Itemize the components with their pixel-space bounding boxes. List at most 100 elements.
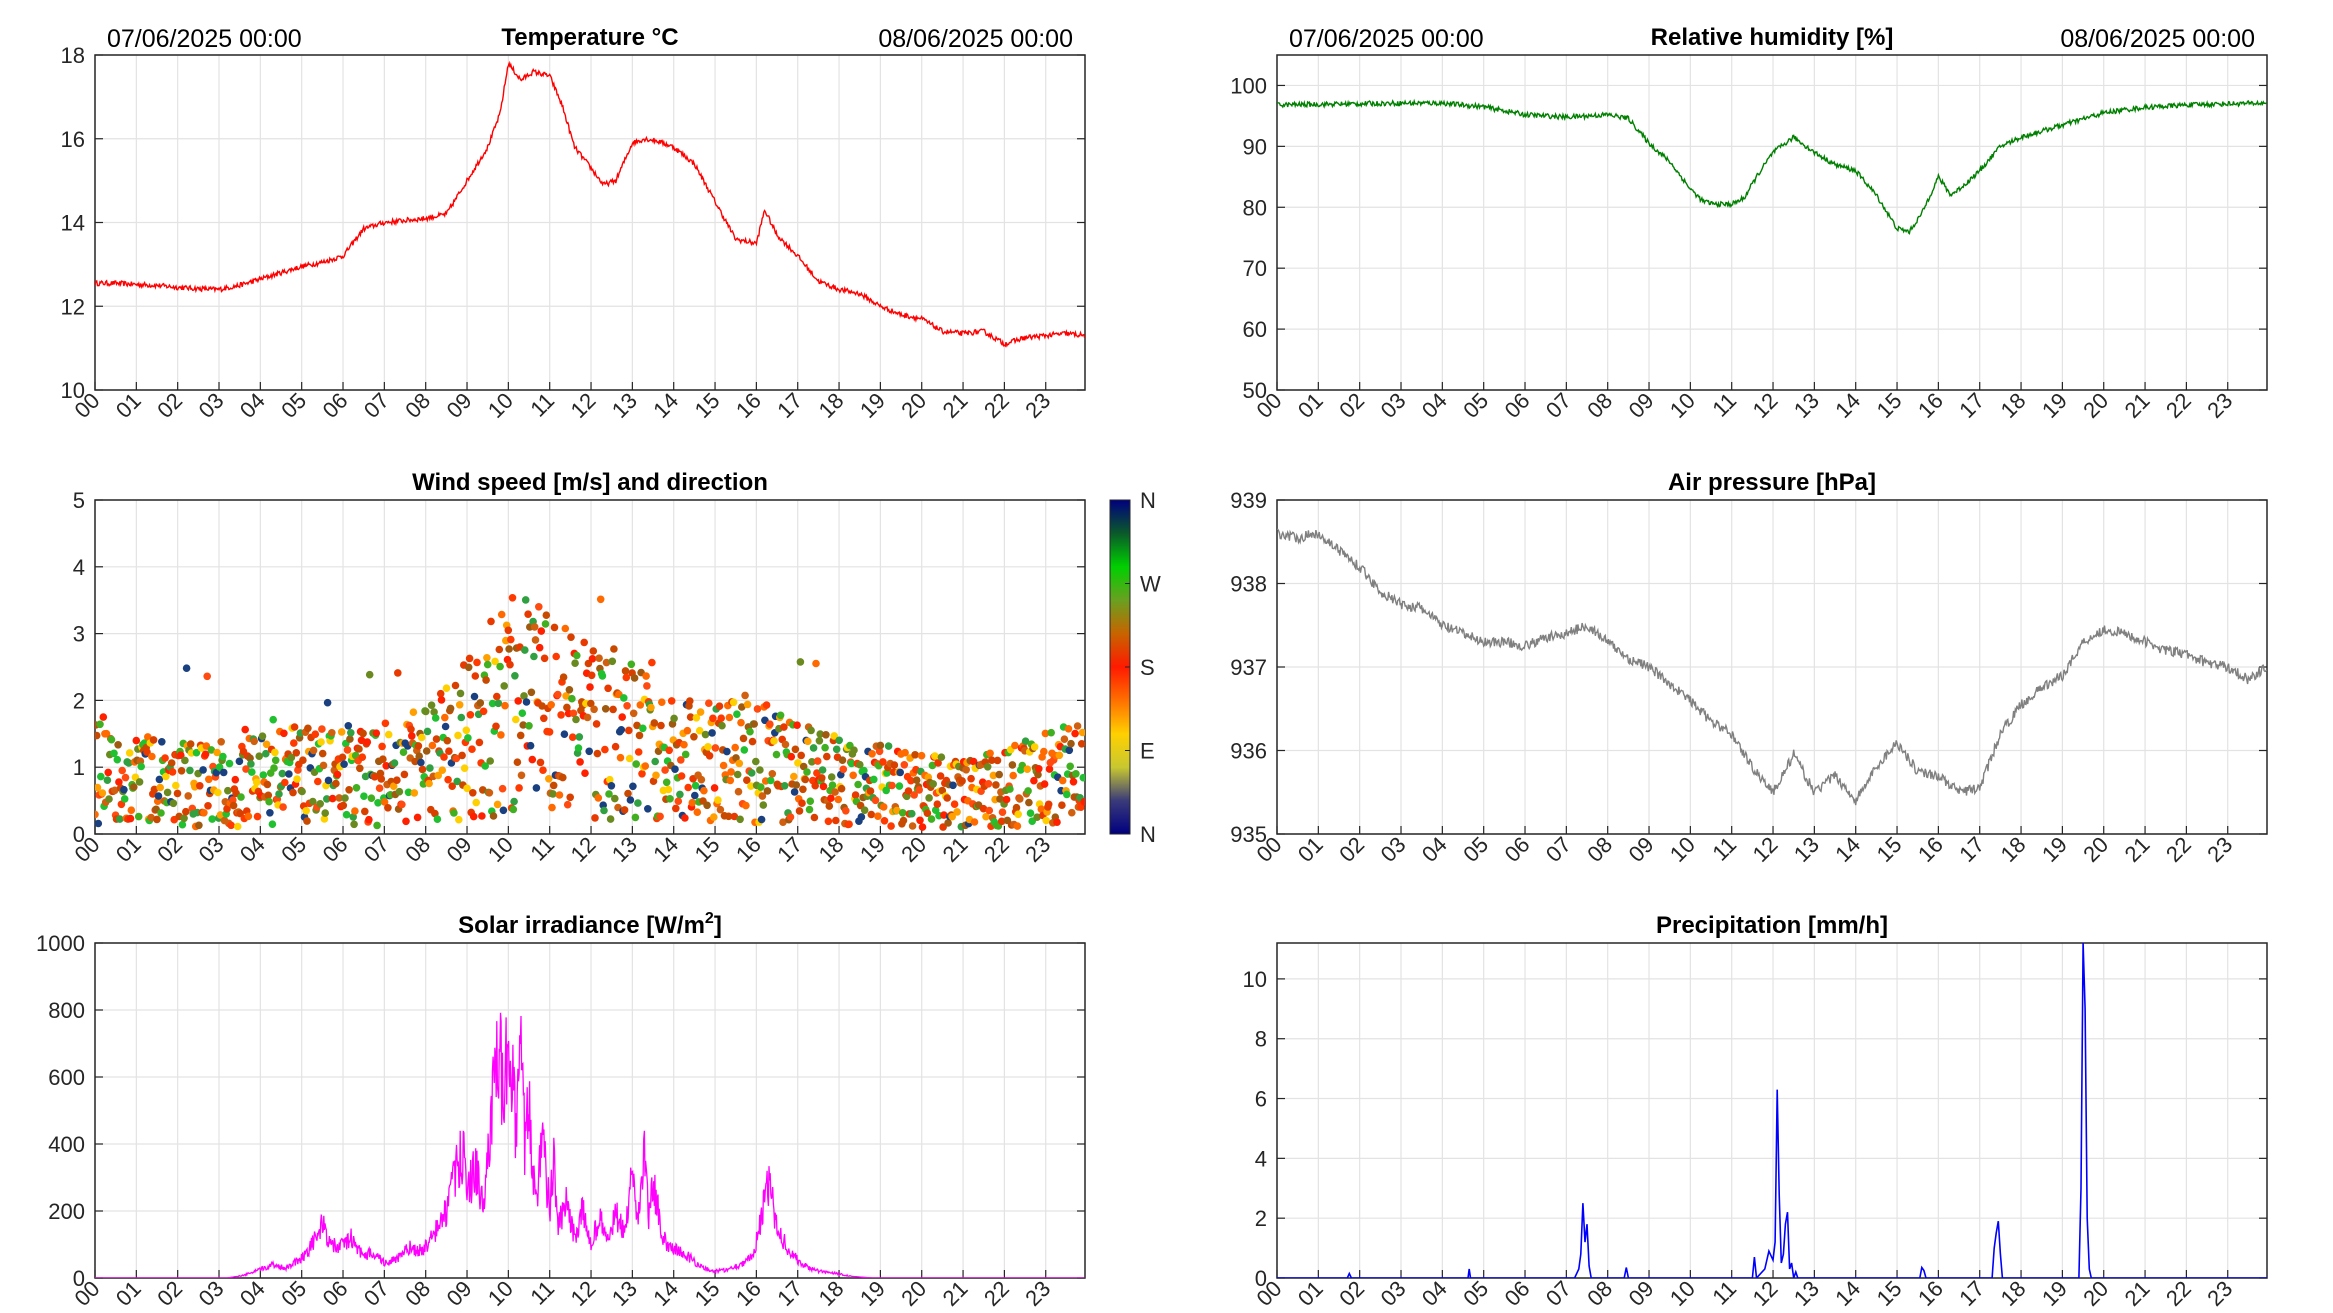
wind-point [513,758,522,766]
wind-point [1058,801,1066,809]
wind-point [995,770,1003,779]
pressure-ytick-label: 935 [1230,822,1267,847]
wind-point [588,655,597,663]
wind-point [610,645,618,653]
wind-point [425,779,433,788]
wind-point [644,805,652,813]
wind-point [395,787,404,796]
wind-point [157,809,165,817]
wind-point [453,777,462,786]
wind-point [664,785,673,794]
pressure-xtick-label: 10 [1665,832,1700,867]
wind-point [1065,746,1074,755]
precipitation-title: Precipitation [mm/h] [1656,912,1888,939]
wind-point [504,626,513,635]
wind-point [521,646,529,654]
wind-point [787,752,796,761]
precipitation-ytick-label: 10 [1243,967,1267,992]
temperature-xtick-label: 18 [814,388,849,423]
wind-point [342,810,351,819]
wind-point [394,669,402,677]
wind-point [323,698,332,707]
wind-point [137,762,145,771]
wind-point [625,726,633,735]
wind-point [651,757,659,766]
wind-point [634,799,642,807]
wind-point [949,781,957,790]
wind-point [695,726,704,735]
wind-point [715,702,724,710]
wind-xtick-label: 03 [194,832,229,867]
wind-point [708,729,716,737]
wind-point [576,758,584,766]
wind-point [241,725,249,734]
temperature-series-line [95,60,1085,348]
wind-point [173,789,182,798]
wind-point [710,784,719,792]
wind-xtick-label: 05 [276,832,311,867]
wind-point [227,821,235,830]
wind-point [215,763,224,771]
wind-point [432,735,441,743]
wind-point [422,707,430,716]
wind-point [426,764,434,772]
wind-point [948,812,956,821]
wind-point [255,752,263,760]
temperature-ytick-label: 16 [61,127,85,152]
wind-point [349,813,358,821]
precipitation-xtick-label: 10 [1665,1276,1700,1311]
wind-point [1073,722,1082,730]
wind-point [969,757,978,766]
wind-point [506,660,514,669]
wind-point [812,659,820,668]
wind-point [487,617,495,626]
wind-point [768,770,777,778]
solar-xtick-label: 06 [318,1276,353,1311]
wind-point [830,732,838,740]
wind-point [813,769,821,777]
wind-point [493,800,502,809]
wind-point [434,771,443,780]
precipitation-xtick-label: 11 [1707,1276,1741,1310]
wind-title: Wind speed [m/s] and direction [412,469,768,496]
solar-xtick-label: 02 [152,1276,187,1311]
wind-point [252,778,261,787]
wind-point [370,773,379,781]
wind-point [130,783,138,791]
humidity-start-date: 07/06/2025 00:00 [1289,25,1484,53]
wind-point [1069,778,1078,786]
wind-point [629,782,637,791]
wind-point [759,801,768,809]
wind-xtick-label: 14 [648,832,683,867]
wind-point [598,672,607,680]
wind-point [445,747,453,755]
wind-ytick-label: 1 [73,755,85,780]
wind-point [323,795,331,803]
wind-point [111,786,119,795]
wind-point [443,736,452,745]
wind-point [158,738,166,746]
wind-point [677,756,685,764]
pressure-xtick-label: 13 [1789,832,1824,867]
wind-point [697,775,706,784]
solar-xtick-label: 13 [607,1276,642,1311]
wind-point [1008,761,1017,769]
wind-point [592,720,601,728]
wind-point [746,727,754,736]
wind-point [507,635,515,644]
wind-point [815,737,824,745]
wind-point [1053,818,1061,826]
wind-point [627,660,636,669]
wind-point [229,796,237,804]
wind-point [127,806,136,814]
wind-point [792,781,801,789]
wind-point [958,777,966,785]
wind-point [344,722,353,730]
temperature-xtick-label: 13 [607,388,642,423]
pressure-xtick-label: 14 [1830,832,1865,867]
wind-point [203,672,211,681]
wind-point [402,817,410,826]
wind-point [1014,810,1022,819]
wind-xtick-label: 18 [814,832,849,867]
wind-point [635,731,644,740]
